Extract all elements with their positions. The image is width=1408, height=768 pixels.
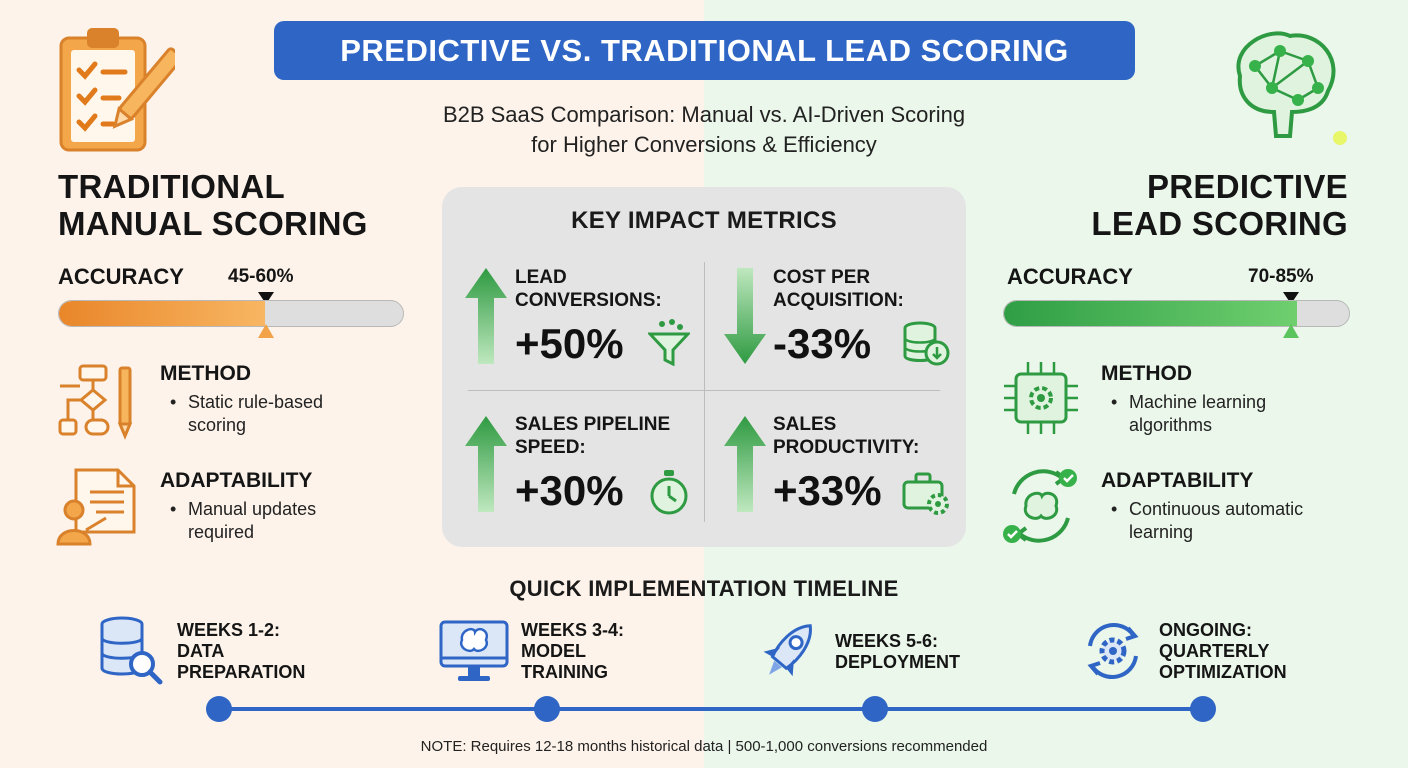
- metric-value: +30%: [515, 467, 624, 514]
- traditional-adapt-head: ADAPTABILITY: [160, 469, 313, 492]
- metric-value: +33%: [773, 467, 882, 514]
- metric-value: -33%: [773, 320, 872, 367]
- metric-label: COST PER ACQUISITION:: [773, 266, 904, 312]
- predictive-method-line-1: Machine learning: [1129, 392, 1267, 412]
- briefcase-gear-icon: [902, 472, 949, 515]
- metric-label-line-1: LEAD: [515, 267, 567, 288]
- arrow-down-icon: [724, 268, 766, 364]
- subtitle: B2B SaaS Comparison: Manual vs. AI-Drive…: [354, 100, 1054, 160]
- timeline-dot: [862, 696, 888, 722]
- clipboard-pencil-icon: [59, 28, 175, 152]
- timeline-dot: [1190, 696, 1216, 722]
- predictive-accuracy-value: 70-85%: [1248, 266, 1314, 287]
- subtitle-line-2: for Higher Conversions & Efficiency: [531, 132, 877, 157]
- predictive-method-text: • Machine learning algorithms: [1111, 392, 1267, 435]
- traditional-method-head: METHOD: [160, 362, 251, 385]
- predictive-adapt-head: ADAPTABILITY: [1101, 469, 1254, 492]
- traditional-title: TRADITIONAL MANUAL SCORING: [58, 168, 438, 242]
- footnote: NOTE: Requires 12-18 months historical d…: [420, 738, 988, 755]
- metric-label-line-2: ACQUISITION:: [773, 290, 904, 311]
- traditional-accuracy-pointer: [258, 324, 274, 338]
- traditional-method-line-2: scoring: [188, 415, 247, 435]
- traditional-adapt-text: • Manual updates required: [170, 499, 317, 542]
- gear-cycle-icon: [1087, 622, 1139, 680]
- metric-label-line-1: SALES: [773, 414, 837, 435]
- funnel-icon: [648, 319, 690, 366]
- predictive-accuracy-fill: [1004, 301, 1298, 326]
- traditional-title-line-2: MANUAL SCORING: [58, 205, 368, 242]
- predictive-title-line-1: PREDICTIVE: [1146, 168, 1348, 205]
- presenter-document-icon: [56, 468, 136, 546]
- traditional-accuracy-value: 45-60%: [228, 266, 294, 287]
- timeline-step-line-1: ONGOING:: [1159, 620, 1252, 640]
- traditional-accuracy-bar: [58, 300, 404, 327]
- timeline-title: QUICK IMPLEMENTATION TIMELINE: [509, 576, 899, 601]
- predictive-accuracy-label: ACCURACY: [1007, 264, 1133, 289]
- neural-brain-icon: [1236, 31, 1347, 145]
- brain-cycle-icon: [1003, 469, 1077, 543]
- timeline-step-line-3: OPTIMIZATION: [1159, 662, 1287, 682]
- predictive-adapt-text: • Continuous automatic learning: [1111, 499, 1304, 542]
- timeline-step-line-2: DEPLOYMENT: [835, 652, 961, 672]
- timeline-step-line-2: QUARTERLY: [1159, 641, 1270, 661]
- traditional-accuracy-label: ACCURACY: [58, 264, 184, 289]
- metric-label-line-2: PRODUCTIVITY:: [773, 437, 920, 458]
- traditional-method-line-1: Static rule-based: [188, 392, 324, 412]
- predictive-title-line-2: LEAD SCORING: [1091, 205, 1348, 242]
- metric-label: SALES PIPELINE SPEED:: [515, 413, 670, 459]
- metric-label: SALES PRODUCTIVITY:: [773, 413, 919, 459]
- metric-label-line-2: SPEED:: [515, 437, 586, 458]
- page-title: PREDICTIVE VS. TRADITIONAL LEAD SCORING: [340, 32, 1069, 68]
- arrow-up-icon: [465, 268, 507, 364]
- metrics-title: KEY IMPACT METRICS: [571, 207, 837, 234]
- timeline-step-label: ONGOING: QUARTERLY OPTIMIZATION: [1159, 620, 1287, 683]
- timeline-step-line-1: WEEKS 1-2:: [177, 620, 281, 640]
- predictive-accuracy-pointer: [1283, 324, 1299, 338]
- metric-label: LEAD CONVERSIONS:: [515, 266, 662, 312]
- arrow-up-icon: [465, 416, 507, 512]
- traditional-adapt-line-1: Manual updates: [188, 499, 317, 519]
- timeline-step-line-2: MODEL: [521, 641, 586, 661]
- predictive-method-line-2: algorithms: [1129, 415, 1213, 435]
- timeline-dot: [534, 696, 560, 722]
- predictive-title: PREDICTIVE LEAD SCORING: [1010, 168, 1348, 242]
- subtitle-line-1: B2B SaaS Comparison: Manual vs. AI-Drive…: [442, 102, 966, 127]
- traditional-title-line-1: TRADITIONAL: [58, 168, 285, 205]
- chip-gear-icon: [1004, 362, 1078, 434]
- traditional-adapt-line-2: required: [188, 522, 255, 542]
- traditional-accuracy-fill: [59, 301, 266, 326]
- metrics-divider-vertical: [704, 262, 705, 522]
- metric-value: +50%: [515, 320, 624, 367]
- coins-down-icon: [903, 321, 950, 366]
- metrics-divider-horizontal: [468, 390, 940, 391]
- timeline-step-line-3: PREPARATION: [177, 662, 306, 682]
- title-banner: PREDICTIVE VS. TRADITIONAL LEAD SCORING: [274, 21, 1135, 80]
- timeline-step-line-1: WEEKS 5-6:: [835, 631, 939, 651]
- traditional-method-text: • Static rule-based scoring: [170, 392, 324, 435]
- metric-label-line-2: CONVERSIONS:: [515, 290, 662, 311]
- predictive-adapt-line-2: learning: [1129, 522, 1194, 542]
- timeline-step-label: WEEKS 3-4: MODEL TRAINING: [521, 620, 624, 683]
- predictive-adapt-line-1: Continuous automatic: [1129, 499, 1304, 519]
- predictive-accuracy-bar: [1003, 300, 1350, 327]
- predictive-method-head: METHOD: [1101, 362, 1192, 385]
- metric-label-line-1: COST PER: [773, 267, 871, 288]
- arrow-up-icon: [724, 416, 766, 512]
- timeline-step-line-2: DATA: [177, 641, 225, 661]
- monitor-brain-icon: [439, 620, 509, 681]
- timeline-step-label: WEEKS 1-2: DATA PREPARATION: [177, 620, 305, 683]
- timeline-step-label: WEEKS 5-6: DEPLOYMENT: [835, 631, 960, 673]
- rocket-icon: [763, 624, 812, 677]
- metric-label-line-1: SALES PIPELINE: [515, 414, 671, 435]
- stopwatch-icon: [650, 470, 688, 515]
- timeline-dot: [206, 696, 232, 722]
- timeline-step-line-3: TRAINING: [521, 662, 608, 682]
- database-search-icon: [100, 616, 163, 685]
- timeline-line: [219, 707, 1203, 711]
- flowchart-icon: [58, 364, 133, 440]
- timeline-step-line-1: WEEKS 3-4:: [521, 620, 625, 640]
